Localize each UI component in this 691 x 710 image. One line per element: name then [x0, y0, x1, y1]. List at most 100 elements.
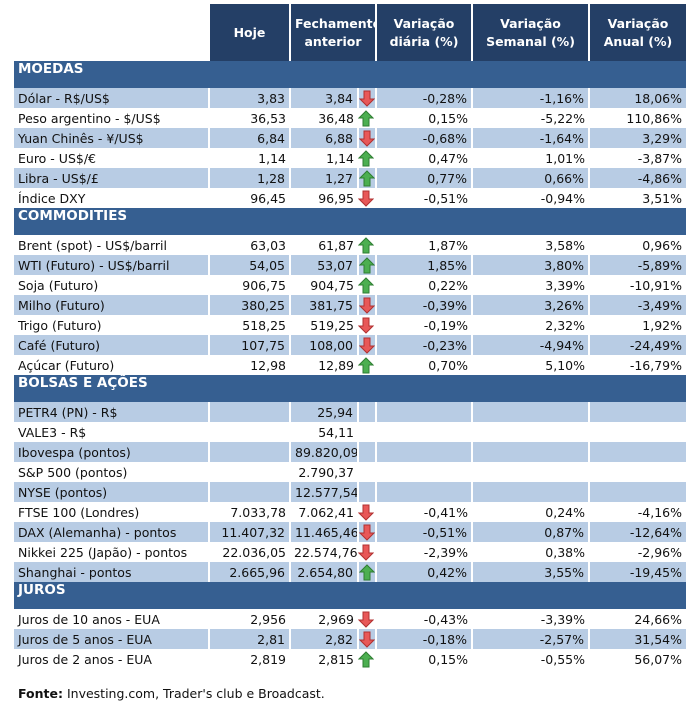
table-row: DAX (Alemanha) - pontos 11.407,32 11.465,4… [14, 522, 686, 542]
arrow-down-icon [358, 190, 375, 207]
arrow-down-icon [358, 317, 375, 334]
cell-hoje [209, 422, 290, 442]
cell-fechamento: 1,27 [289, 168, 358, 188]
cell-var-diaria: -0,51% [423, 190, 468, 206]
cell-fechamento: 12,89 [318, 357, 354, 373]
cell-var-anual: -3,49% [588, 295, 686, 315]
trend-cell [358, 542, 376, 562]
header-var-diaria: Variação diária (%) [375, 4, 472, 61]
table-row: Dólar - R$/US$ 3,83 3,84 -0,28% -1,16% 18,06% [14, 88, 686, 108]
cell-var-semanal: -5,22% [540, 110, 585, 126]
cell-fechamento: 11.465,46 [289, 522, 358, 542]
table-row: Brent (spot) - US$/barril 63,03 61,87 1,87%… [14, 235, 686, 255]
cell-label: Índice DXY [18, 190, 86, 206]
cell-var-diaria: 0,70% [428, 357, 468, 373]
cell-var-diaria: 0,15% [428, 651, 468, 667]
arrow-down-icon [358, 611, 375, 628]
cell-var-semanal: -3,39% [540, 611, 585, 627]
cell-var-semanal: -1,16% [471, 88, 589, 108]
cell-label: Peso argentino - $/US$ [18, 110, 161, 126]
cell-hoje: 518,25 [242, 317, 286, 333]
arrow-up-icon [358, 650, 375, 668]
trend-cell [357, 168, 376, 188]
table-row: PETR4 (PN) - R$ 25,94 [14, 402, 686, 422]
cell-label: Brent (spot) - US$/barril [18, 237, 167, 253]
cell-var-anual: -4,86% [588, 168, 686, 188]
cell-fechamento: 12.577,54 [289, 482, 358, 502]
trend-cell [357, 629, 376, 649]
trend-cell [358, 235, 376, 255]
cell-var-anual: 31,54% [588, 629, 686, 649]
cell-fechamento: 53,07 [289, 255, 358, 275]
table-row: Juros de 2 anos - EUA 2,819 2,815 0,15% -0,5… [14, 649, 686, 669]
arrow-up-icon [360, 563, 376, 581]
cell-label: Dólar - R$/US$ [14, 88, 209, 108]
cell-var-semanal: -1,64% [471, 128, 589, 148]
header-fechamento: Fechamento anterior [289, 4, 376, 61]
cell-label: Trigo (Futuro) [18, 317, 102, 333]
cell-var-diaria: 1,85% [375, 255, 472, 275]
cell-var-semanal: 2,32% [545, 317, 585, 333]
cell-hoje: 36,53 [250, 110, 286, 126]
cell-var-diaria: -0,68% [375, 128, 472, 148]
cell-var-anual: 0,96% [642, 237, 682, 253]
cell-hoje: 906,75 [242, 277, 286, 293]
cell-var-diaria: 1,87% [428, 237, 468, 253]
trend-cell [357, 562, 376, 582]
header-row: Hoje Fechamento anterior Variação diária… [14, 4, 686, 61]
arrow-down-icon [360, 90, 376, 107]
cell-var-diaria [376, 422, 472, 442]
table-row: Euro - US$/€ 1,14 1,14 0,47% 1,01% -3,87% [14, 148, 686, 168]
table-row: Peso argentino - $/US$ 36,53 36,48 0,15% -5,… [14, 108, 686, 128]
cell-label: Nikkei 225 (Japão) - pontos [18, 544, 188, 560]
cell-label: Juros de 10 anos - EUA [18, 611, 160, 627]
table-row: WTI (Futuro) - US$/barril 54,05 53,07 1,85%… [14, 255, 686, 275]
cell-var-anual: 56,07% [634, 651, 682, 667]
cell-label: Juros de 2 anos - EUA [18, 651, 152, 667]
cell-var-semanal: -0,55% [540, 651, 585, 667]
cell-var-semanal: 0,66% [471, 168, 589, 188]
cell-var-anual: -5,89% [588, 255, 686, 275]
arrow-up-icon [358, 109, 375, 127]
cell-fechamento: 3,84 [289, 88, 358, 108]
cell-var-diaria [375, 402, 472, 422]
cell-var-semanal [471, 402, 589, 422]
cell-hoje: 1,14 [258, 150, 286, 166]
arrow-up-icon [358, 149, 375, 167]
trend-cell [358, 148, 376, 168]
cell-label: Libra - US$/£ [14, 168, 209, 188]
cell-var-diaria [375, 482, 472, 502]
table-row: FTSE 100 (Londres) 7.033,78 7.062,41 -0,41%… [14, 502, 686, 522]
market-table: Hoje Fechamento anterior Variação diária… [14, 4, 686, 669]
cell-var-diaria: -0,18% [375, 629, 472, 649]
cell-var-anual [588, 482, 686, 502]
cell-label: Café (Futuro) [14, 335, 209, 355]
arrow-down-icon [360, 524, 376, 541]
cell-fechamento: 22.574,76 [294, 544, 358, 560]
cell-label: Açúcar (Futuro) [18, 357, 115, 373]
cell-hoje: 7.033,78 [230, 504, 286, 520]
cell-fechamento: 2,969 [318, 611, 354, 627]
trend-cell [357, 128, 376, 148]
cell-var-anual [588, 442, 686, 462]
cell-label: Yuan Chinês - ¥/US$ [14, 128, 209, 148]
cell-var-semanal: -0,94% [540, 190, 585, 206]
table-row: Café (Futuro) 107,75 108,00 -0,23% -4,94% -24… [14, 335, 686, 355]
cell-label: VALE3 - R$ [18, 424, 87, 440]
cell-fechamento: 108,00 [289, 335, 358, 355]
cell-label: DAX (Alemanha) - pontos [14, 522, 209, 542]
table-row: Soja (Futuro) 906,75 904,75 0,22% 3,39% -10,9… [14, 275, 686, 295]
cell-var-anual [589, 462, 686, 482]
cell-label: Juros de 5 anos - EUA [14, 629, 209, 649]
cell-var-diaria: -0,23% [375, 335, 472, 355]
cell-var-semanal: 3,26% [471, 295, 589, 315]
cell-var-anual: -12,64% [588, 522, 686, 542]
cell-var-anual: 3,29% [588, 128, 686, 148]
cell-var-semanal [472, 462, 589, 482]
cell-var-diaria: -0,51% [375, 522, 472, 542]
cell-fechamento: 36,48 [318, 110, 354, 126]
table-row: Ibovespa (pontos) 89.820,09 [14, 442, 686, 462]
cell-hoje [208, 482, 290, 502]
cell-label: Ibovespa (pontos) [14, 442, 209, 462]
arrow-up-icon [360, 256, 376, 274]
